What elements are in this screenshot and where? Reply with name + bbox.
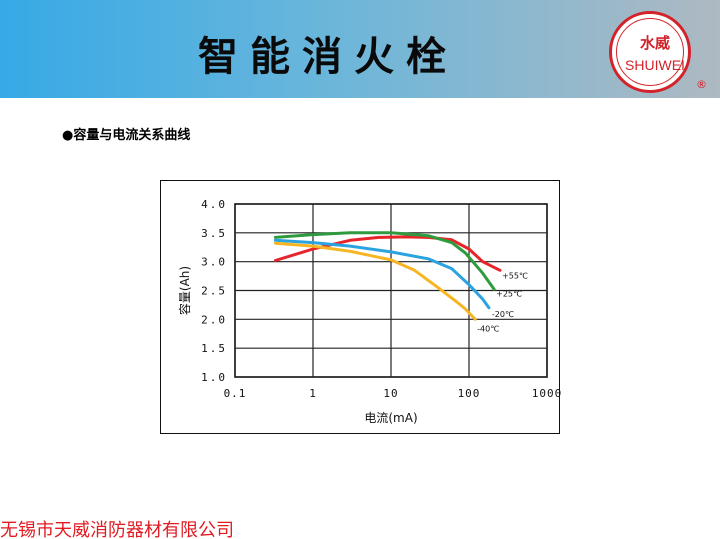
label-layer: 4.0 3.5 3.0 2.5 2.0 1.5 1.0 0.1 1 10 100 1000 电流(mA)… — [177, 198, 561, 425]
x-tick-label: 0.1 — [224, 387, 247, 400]
series-line — [273, 241, 477, 321]
series-end-label: +25℃ — [496, 289, 522, 298]
y-tick-label: 3.5 — [201, 227, 227, 240]
logo-text-cn: 水威 — [639, 34, 670, 52]
series-layer — [273, 231, 502, 321]
logo-text-en: SHUIWEI — [625, 57, 685, 73]
logo-inner-ring: 水威 SHUIWEI — [616, 18, 685, 86]
series-end-label: -40℃ — [477, 324, 499, 333]
series-end-label: +55℃ — [502, 271, 528, 280]
y-tick-label: 2.0 — [201, 313, 227, 326]
series-end-label: -20℃ — [492, 310, 514, 319]
section-subtitle: ●容量与电流关系曲线 — [62, 128, 191, 143]
y-tick-label: 1.0 — [201, 371, 227, 384]
series-line — [273, 238, 491, 310]
x-tick-label: 10 — [383, 387, 398, 400]
chart-frame: 4.0 3.5 3.0 2.5 2.0 1.5 1.0 0.1 1 10 100 1000 电流(mA)… — [160, 180, 561, 434]
company-logo: 水威 SHUIWEI — [609, 11, 691, 93]
y-tick-label: 2.5 — [201, 285, 227, 298]
series-line — [273, 231, 496, 291]
y-tick-label: 3.0 — [201, 256, 227, 269]
company-footer: 无锡市天威消防器材有限公司 — [0, 520, 234, 539]
page-title: 智能消火栓 — [198, 34, 458, 80]
x-tick-label: 1000 — [532, 387, 561, 400]
registered-mark: ® — [696, 78, 707, 91]
header-banner: 智能消火栓 水威 SHUIWEI ® — [0, 0, 720, 98]
y-tick-label: 1.5 — [201, 342, 227, 355]
capacity-current-chart: 4.0 3.5 3.0 2.5 2.0 1.5 1.0 0.1 1 10 100 1000 电流(mA)… — [177, 198, 561, 425]
y-tick-label: 4.0 — [201, 198, 227, 211]
x-tick-label: 100 — [458, 387, 481, 400]
x-axis-title: 电流(mA) — [364, 411, 417, 425]
y-axis-title: 容量(Ah) — [177, 266, 192, 315]
x-tick-label: 1 — [309, 387, 317, 400]
